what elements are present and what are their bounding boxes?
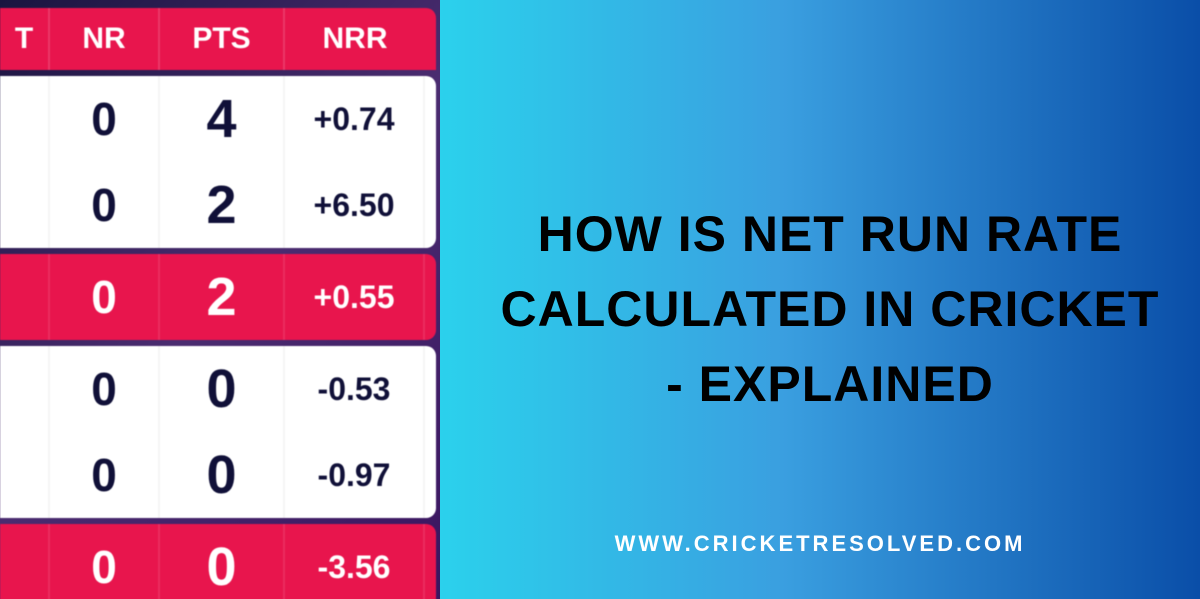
row-group: 0 0 -0.53 0 0 -0.97 [0,346,436,518]
cell-nr: 0 [50,162,160,248]
title-line-1: HOW IS NET RUN RATE [501,197,1160,272]
table-row-highlight: 0 0 -3.56 [0,524,436,599]
title-panel: HOW IS NET RUN RATE CALCULATED IN CRICKE… [440,0,1200,599]
title-line-2: CALCULATED IN CRICKET [501,272,1160,347]
cell-nrr: +6.50 [285,162,425,248]
cell-pts: 0 [160,524,285,599]
site-url: WWW.CRICKETRESOLVED.COM [440,531,1200,557]
cell-t [0,432,50,518]
cell-pts: 0 [160,432,285,518]
col-header-pts: PTS [160,8,285,70]
table-row: 0 4 +0.74 [0,76,436,162]
table-row-highlight: 0 2 +0.55 [0,254,436,340]
row-group: 0 4 +0.74 0 2 +6.50 [0,76,436,248]
cell-t [0,254,50,340]
cell-pts: 0 [160,346,285,432]
cell-nr: 0 [50,432,160,518]
standings-table: T NR PTS NRR 0 4 +0.74 0 2 +6.50 0 2 +0.… [0,8,436,591]
col-header-t: T [0,8,50,70]
cell-t [0,524,50,599]
cell-nrr: -0.97 [285,432,425,518]
cell-nrr: -3.56 [285,524,425,599]
cell-t [0,346,50,432]
cell-pts: 2 [160,254,285,340]
cell-nrr: -0.53 [285,346,425,432]
table-row: 0 0 -0.97 [0,432,436,518]
cell-nr: 0 [50,524,160,599]
cell-pts: 2 [160,162,285,248]
cell-nr: 0 [50,76,160,162]
table-row: 0 0 -0.53 [0,346,436,432]
cell-pts: 4 [160,76,285,162]
table-header-row: T NR PTS NRR [0,8,436,70]
cell-t [0,162,50,248]
cell-nr: 0 [50,254,160,340]
standings-table-panel: T NR PTS NRR 0 4 +0.74 0 2 +6.50 0 2 +0.… [0,0,440,599]
title-line-3: - EXPLAINED [501,347,1160,422]
cell-t [0,76,50,162]
title-block: HOW IS NET RUN RATE CALCULATED IN CRICKE… [501,197,1160,422]
col-header-nrr: NRR [285,8,425,70]
cell-nr: 0 [50,346,160,432]
col-header-nr: NR [50,8,160,70]
table-row: 0 2 +6.50 [0,162,436,248]
cell-nrr: +0.55 [285,254,425,340]
cell-nrr: +0.74 [285,76,425,162]
